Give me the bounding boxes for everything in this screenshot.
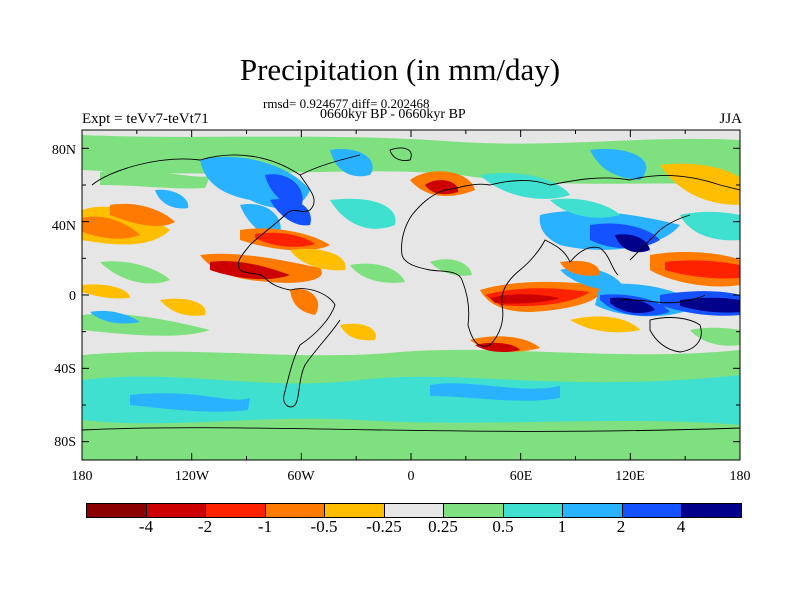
colorbar-label: -0.5	[310, 517, 338, 536]
colorbar-label: 1	[557, 517, 567, 536]
colorbar-swatch	[384, 504, 445, 517]
colorbar-label: 2	[616, 517, 626, 536]
coastlines	[82, 147, 740, 432]
lon-label-180e: 180	[730, 469, 751, 484]
map-title: Precipitation (in mm/day)	[239, 52, 561, 87]
colorbar-swatch	[146, 504, 207, 517]
season-label: JJA	[719, 111, 742, 127]
stats-label: rmsd= 0.924677 diff= 0.202468	[263, 96, 430, 111]
lon-label-120w: 120W	[175, 469, 210, 484]
lon-label-0: 0	[408, 469, 415, 484]
colorbar-label: 0.5	[492, 517, 514, 536]
colorbar-label: -1	[257, 517, 273, 536]
map-field	[82, 130, 740, 460]
colorbar-label: -2	[197, 517, 213, 536]
colorbar-swatch	[682, 504, 742, 517]
colorbar-swatch	[87, 504, 147, 517]
lat-label-0: 0	[69, 289, 76, 304]
colorbar-swatch	[622, 504, 683, 517]
period-label: 0660kyr BP - 0660kyr BP	[320, 107, 466, 122]
colorbar-label: -4	[138, 517, 154, 536]
axis-ticks	[81, 130, 741, 460]
experiment-label: Expt = teVv7-teVt71	[82, 111, 209, 127]
colorbar-swatch	[325, 504, 385, 517]
lat-label-40s: 40S	[54, 362, 76, 377]
lat-label-80n: 80N	[52, 143, 76, 158]
lat-label-80s: 80S	[54, 435, 76, 450]
colorbar-swatch	[503, 504, 564, 517]
lon-label-120e: 120E	[615, 469, 645, 484]
colorbar-swatch	[265, 504, 326, 517]
colorbar-label: 0.25	[428, 517, 458, 536]
colorbar-label: 4	[676, 517, 686, 536]
lat-label-40n: 40N	[52, 219, 76, 234]
lon-label-60e: 60E	[510, 469, 533, 484]
colorbar-label: -0.25	[366, 517, 402, 536]
colorbar	[86, 503, 742, 518]
colorbar-swatch	[206, 504, 266, 517]
colorbar-swatch	[444, 504, 504, 517]
colorbar-swatch	[563, 504, 623, 517]
lon-label-60w: 60W	[287, 469, 315, 484]
lon-label-180w: 180	[72, 469, 93, 484]
